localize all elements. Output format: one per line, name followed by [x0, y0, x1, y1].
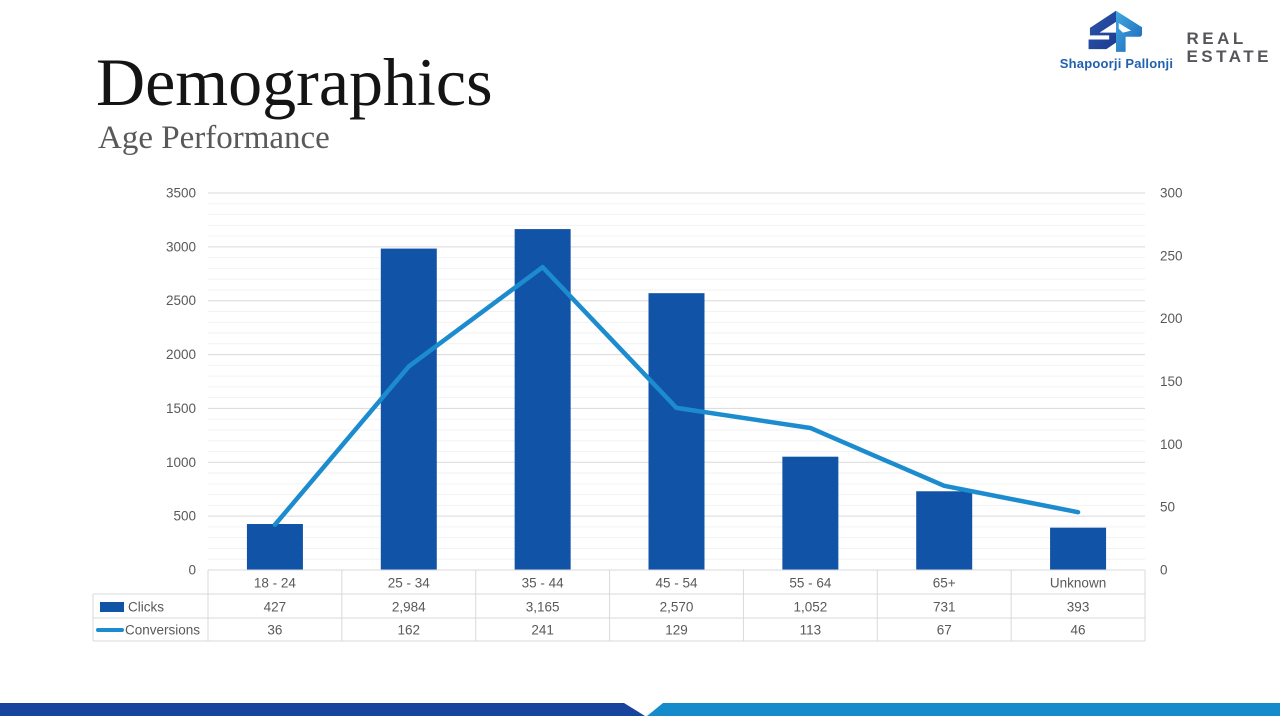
brand-name: Shapoorji Pallonji [1059, 56, 1174, 71]
category-label: 35 - 44 [522, 576, 565, 591]
left-axis-tick: 3000 [166, 239, 196, 254]
clicks-value: 731 [933, 600, 956, 615]
clicks-value: 427 [264, 600, 287, 615]
clicks-bar [648, 293, 705, 570]
footer-ribbon [0, 703, 1280, 716]
division-line1: REAL [1186, 29, 1247, 48]
clicks-value: 1,052 [793, 600, 827, 615]
monogram-p-shape [1116, 10, 1143, 52]
clicks-bar [1050, 527, 1107, 570]
left-axis-tick: 2500 [166, 293, 196, 308]
clicks-bar [380, 248, 437, 570]
page-subtitle: Age Performance [98, 120, 330, 156]
right-axis-tick: 250 [1160, 248, 1183, 263]
conversions-value: 67 [937, 623, 952, 638]
left-axis-tick: 1000 [166, 455, 196, 470]
right-axis-tick: 200 [1160, 311, 1183, 326]
footer-ribbon-dark [0, 703, 645, 716]
division-wordmark: REAL ESTATE [1186, 30, 1272, 66]
age-performance-chart: 3500300025002000150010005000300250200150… [92, 186, 1183, 642]
sp-monogram-icon [1089, 10, 1143, 52]
clicks-value: 393 [1067, 600, 1090, 615]
left-axis-tick: 2000 [166, 347, 196, 362]
left-axis-tick: 1500 [166, 401, 196, 416]
monogram-p-notch [1119, 23, 1132, 33]
right-axis-tick: 100 [1160, 437, 1183, 452]
category-label: 55 - 64 [789, 576, 832, 591]
clicks-legend-label: Clicks [128, 600, 164, 615]
division-line2: ESTATE [1186, 47, 1272, 66]
left-axis-tick: 500 [173, 509, 196, 524]
category-label: 18 - 24 [254, 576, 297, 591]
category-label: 65+ [933, 576, 956, 591]
conversions-value: 241 [531, 623, 554, 638]
clicks-value: 3,165 [526, 600, 560, 615]
clicks-legend-swatch [100, 602, 124, 612]
clicks-value: 2,570 [660, 600, 694, 615]
clicks-bar [916, 491, 973, 570]
right-axis-tick: 0 [1160, 563, 1168, 578]
conversions-value: 36 [267, 623, 282, 638]
conversions-value: 113 [800, 623, 822, 638]
logo-mark-and-brand: Shapoorji Pallonji [1059, 8, 1174, 71]
category-label: Unknown [1050, 576, 1106, 591]
clicks-value: 2,984 [392, 600, 426, 615]
category-label: 45 - 54 [655, 576, 698, 591]
footer-ribbon-light [647, 703, 1280, 716]
clicks-bar [782, 456, 839, 570]
clicks-bar [246, 524, 303, 570]
company-logo: Shapoorji Pallonji REAL ESTATE [1059, 8, 1272, 71]
right-axis-tick: 50 [1160, 500, 1175, 515]
right-axis-tick: 150 [1160, 374, 1183, 389]
conversions-legend-label: Conversions [125, 623, 200, 638]
page-title: Demographics [96, 44, 493, 120]
conversions-value: 162 [398, 623, 421, 638]
conversions-line [272, 264, 1081, 528]
left-axis-tick: 3500 [166, 186, 196, 201]
conversions-value: 46 [1071, 623, 1086, 638]
left-axis-tick: 0 [188, 563, 196, 578]
right-axis-tick: 300 [1160, 186, 1183, 201]
monogram-s-shape [1089, 10, 1118, 50]
conversions-value: 129 [665, 623, 688, 638]
category-label: 25 - 34 [388, 576, 431, 591]
